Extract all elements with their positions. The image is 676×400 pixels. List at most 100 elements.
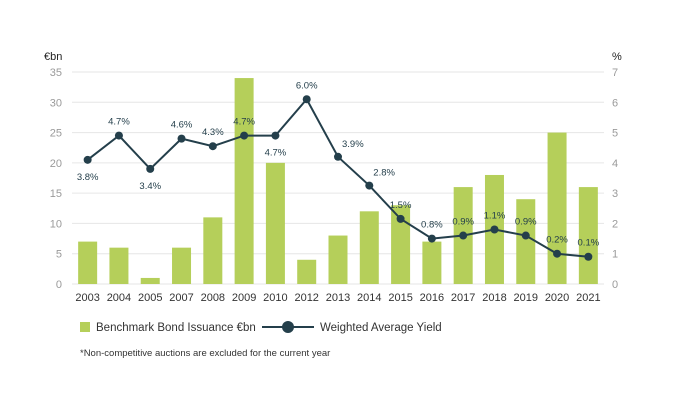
footnote: *Non-competitive auctions are excluded f… [80,348,331,359]
yield-point [521,231,530,240]
yield-data-label: 3.4% [139,181,161,192]
yield-point [459,231,468,240]
right-tick-label: 2 [612,218,618,230]
legend-bar-swatch [80,322,90,332]
yield-data-label: 0.9% [452,217,474,228]
yield-data-label: 4.7% [265,148,287,159]
yield-point [334,152,342,161]
left-tick-label: 10 [50,218,62,230]
bar [78,241,98,284]
yield-point [427,234,436,243]
x-tick-label: 2008 [201,292,225,304]
yield-point [302,95,311,104]
right-axis: % 0 1 2 3 4 5 6 7 [612,51,622,291]
right-axis-unit: % [612,51,622,63]
yield-point [490,225,499,234]
right-tick-label: 5 [612,128,618,140]
bar [422,241,442,284]
bar [547,132,567,284]
yield-data-label: 0.9% [515,217,537,228]
left-tick-label: 20 [50,158,62,170]
bar [234,78,254,284]
yield-data-label: 1.1% [484,210,506,221]
legend-bar-label: Benchmark Bond Issuance €bn [96,322,256,334]
line-series [87,97,589,258]
x-tick-label: 2012 [294,292,318,304]
yield-point [396,214,405,223]
bar-series [78,78,598,284]
yield-point [271,131,280,140]
left-tick-label: 15 [50,188,62,200]
left-tick-label: 5 [56,249,62,261]
yield-point [146,164,155,173]
bar [140,277,160,284]
left-tick-label: 0 [56,279,62,291]
x-tick-label: 2010 [263,292,287,304]
right-tick-label: 4 [612,158,618,170]
line-points [83,95,593,261]
yield-point [553,249,562,258]
bar [297,259,317,284]
yield-line [87,97,589,258]
left-tick-label: 25 [50,128,62,140]
yield-data-label: 6.0% [296,80,318,91]
yield-data-label: 0.8% [421,220,443,231]
bar [265,162,285,284]
yield-point [83,155,92,164]
bar [516,199,536,284]
yield-data-label: 4.7% [108,117,130,128]
x-tick-label: 2014 [357,292,381,304]
yield-point [177,134,186,143]
yield-point [584,252,593,261]
yield-data-label: 0.1% [578,238,600,249]
x-tick-label: 2007 [169,292,193,304]
left-axis: €bn 0 5 10 15 20 25 30 35 [44,51,62,291]
bar [359,211,379,284]
bar [109,247,129,284]
x-tick-label: 2009 [232,292,256,304]
right-tick-label: 1 [612,249,618,261]
yield-data-label: 4.7% [233,117,255,128]
x-tick-label: 2005 [138,292,162,304]
right-tick-label: 6 [612,97,618,109]
x-tick-label: 2019 [514,292,538,304]
yield-data-label: 3.8% [77,172,99,183]
right-tick-label: 3 [612,188,618,200]
left-tick-label: 35 [50,67,62,79]
x-tick-label: 2018 [482,292,506,304]
legend: Benchmark Bond Issuance €bn Weighted Ave… [80,321,442,334]
yield-point [240,131,249,140]
gridlines [72,71,604,285]
left-tick-label: 30 [50,97,62,109]
x-tick-label: 2016 [420,292,444,304]
yield-point [365,181,374,190]
bar [391,205,411,284]
x-tick-label: 2017 [451,292,475,304]
data-labels: 3.8% 4.7% 3.4% 4.6% 4.3% 4.7% 4.7% 6.0% 3.9% 2.8%… [77,80,600,248]
x-axis: 2003 2004 2005 2007 2008 2009 2010 2012 2013 2014… [75,292,600,304]
right-tick-label: 7 [612,67,618,79]
left-axis-unit: €bn [44,51,62,63]
legend-line-marker [282,321,294,333]
yield-data-label: 3.9% [342,139,364,150]
bar [203,217,223,284]
yield-data-label: 4.6% [171,120,193,131]
right-tick-label: 0 [612,279,618,291]
yield-data-label: 2.8% [373,168,395,179]
x-tick-label: 2015 [388,292,412,304]
x-tick-label: 2003 [75,292,99,304]
legend-line-label: Weighted Average Yield [320,322,442,334]
bar [172,247,192,284]
bar [578,187,598,284]
x-tick-label: 2020 [545,292,569,304]
yield-point [114,131,123,140]
x-tick-label: 2013 [326,292,350,304]
yield-data-label: 4.3% [202,127,224,138]
bar [328,235,348,284]
x-tick-label: 2021 [576,292,600,304]
yield-data-label: 0.2% [546,235,568,246]
yield-point [208,142,217,151]
yield-data-label: 1.5% [390,200,412,211]
x-tick-label: 2004 [107,292,131,304]
